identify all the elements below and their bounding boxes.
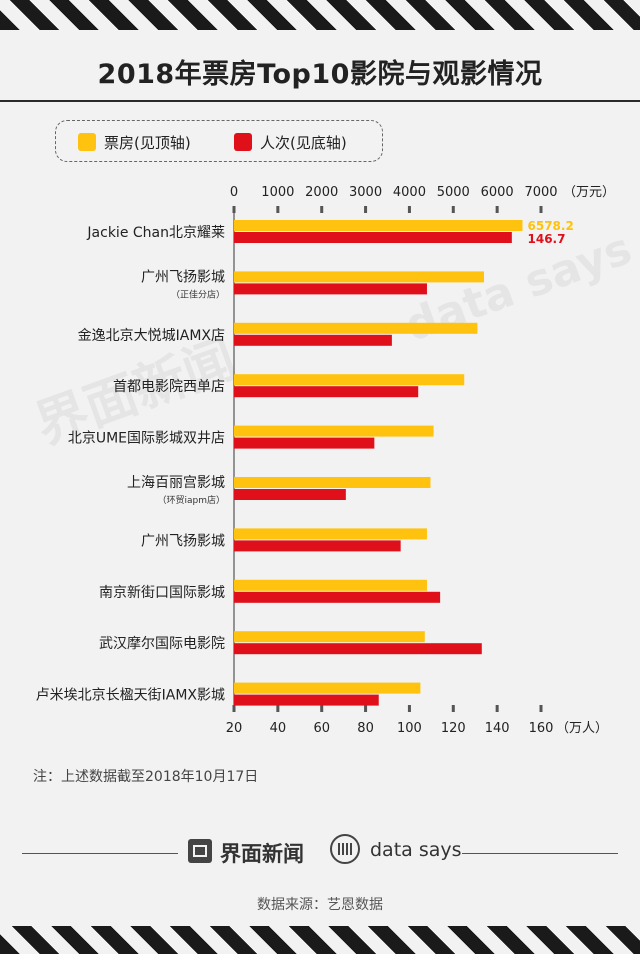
bar-box-office bbox=[234, 322, 478, 334]
top-tick-label: 6000 bbox=[481, 185, 514, 200]
top-tick-label: 3000 bbox=[349, 185, 382, 200]
top-tick-label: 0 bbox=[230, 185, 238, 200]
bottom-tick-label: 60 bbox=[313, 721, 330, 736]
top-tick-label: 5000 bbox=[437, 185, 470, 200]
bottom-tick-label: 120 bbox=[441, 721, 466, 736]
data-label-attendance: 146.7 bbox=[528, 232, 566, 246]
bottom-tick-mark bbox=[539, 705, 543, 712]
bottom-tick-mark bbox=[364, 705, 368, 712]
bar-attendance bbox=[234, 283, 427, 295]
data-note: 注：上述数据截至2018年10月17日 bbox=[33, 769, 259, 785]
bar-box-office bbox=[234, 425, 434, 437]
category-label: 卢米埃北京长楹天街IAMX影城 bbox=[36, 687, 225, 704]
bottom-tick-label: 40 bbox=[270, 721, 287, 736]
category-label: 广州飞扬影城 bbox=[141, 269, 225, 285]
bottom-tick-mark bbox=[276, 705, 280, 712]
top-tick-mark bbox=[539, 206, 543, 213]
top-tick-label: 1000 bbox=[261, 185, 294, 200]
footer-line-left bbox=[22, 853, 178, 854]
bar-box-office bbox=[234, 631, 425, 643]
bottom-tick-label: 20 bbox=[226, 721, 243, 736]
top-tick-label: 4000 bbox=[393, 185, 426, 200]
bar-box-office bbox=[234, 374, 465, 386]
footer-line-right bbox=[462, 853, 618, 854]
bar-attendance bbox=[234, 232, 512, 243]
data-label-box-office: 6578.2 bbox=[528, 219, 574, 233]
top-tick-mark bbox=[364, 206, 368, 213]
brand-jiemian-text: 界面新闻 bbox=[220, 842, 304, 866]
top-tick-label: 2000 bbox=[305, 185, 338, 200]
bottom-tick-mark bbox=[495, 705, 499, 712]
page-title: 2018年票房Top10影院与观影情况 bbox=[97, 59, 543, 90]
bottom-stripe-border bbox=[0, 926, 640, 954]
bar-box-office bbox=[234, 271, 484, 283]
bottom-tick-label: 80 bbox=[357, 721, 374, 736]
bar-attendance bbox=[234, 437, 375, 449]
bar-chart: 0 1000 2000 3000 4000 5000 6000 7000 （万元） 20 40 60 8… bbox=[36, 185, 615, 736]
bottom-tick-label: 100 bbox=[397, 721, 422, 736]
bottom-tick-label: 140 bbox=[485, 721, 510, 736]
brand-data-says-text: data says bbox=[370, 839, 462, 861]
category-label: 南京新街口国际影城 bbox=[99, 585, 225, 601]
bottom-tick-mark bbox=[320, 705, 324, 712]
legend-label-attendance: 人次(见底轴) bbox=[260, 134, 347, 152]
top-tick-mark bbox=[495, 206, 499, 213]
bottom-axis-unit: （万人） bbox=[556, 721, 608, 736]
bar-box-office bbox=[234, 528, 427, 540]
bar-box-office bbox=[234, 477, 431, 488]
category-label: 广州飞扬影城 bbox=[141, 533, 225, 549]
bottom-tick-label: 160 bbox=[529, 721, 554, 736]
legend-swatch-box-office bbox=[78, 133, 96, 151]
legend-swatch-attendance bbox=[234, 133, 252, 151]
top-tick-mark bbox=[407, 206, 411, 213]
top-stripe-border bbox=[0, 0, 640, 30]
bottom-tick-mark bbox=[451, 705, 455, 712]
bar-attendance bbox=[234, 386, 419, 398]
category-label: 首都电影院西单店 bbox=[113, 379, 225, 395]
title-divider bbox=[0, 100, 640, 102]
legend-label-box-office: 票房(见顶轴) bbox=[104, 134, 191, 152]
bar-attendance bbox=[234, 334, 392, 346]
top-tick-label: 7000 bbox=[524, 185, 557, 200]
jiemian-logo-icon bbox=[188, 839, 212, 863]
bar-attendance bbox=[234, 591, 441, 603]
category-label: 金逸北京大悦城IAMX店 bbox=[78, 328, 225, 344]
bar-box-office bbox=[234, 682, 421, 694]
category-label: 武汉摩尔国际电影院 bbox=[99, 635, 225, 652]
top-tick-mark bbox=[232, 206, 236, 213]
category-sublabel: （环贸iapm店） bbox=[158, 494, 226, 506]
bar-attendance bbox=[234, 694, 379, 706]
bar-box-office bbox=[234, 220, 523, 231]
top-tick-mark bbox=[276, 206, 280, 213]
top-tick-mark bbox=[320, 206, 324, 213]
category-sublabel: （正佳分店） bbox=[171, 288, 225, 300]
category-label: Jackie Chan北京耀莱 bbox=[86, 225, 225, 241]
bottom-tick-mark bbox=[407, 705, 411, 712]
bar-attendance bbox=[234, 540, 401, 552]
category-label: 北京UME国际影城双井店 bbox=[68, 431, 225, 447]
bar-attendance bbox=[234, 643, 482, 655]
legend: 票房(见顶轴) 人次(见底轴) bbox=[55, 120, 383, 162]
category-label: 上海百丽宫影城 bbox=[127, 475, 225, 491]
bar-attendance bbox=[234, 489, 346, 500]
bar-box-office bbox=[234, 579, 427, 591]
data-says-logo-icon bbox=[330, 834, 360, 864]
top-tick-mark bbox=[451, 206, 455, 213]
bottom-tick-mark bbox=[232, 705, 236, 712]
top-axis-unit: （万元） bbox=[563, 185, 615, 200]
data-source: 数据来源：艺恩数据 bbox=[257, 897, 383, 913]
